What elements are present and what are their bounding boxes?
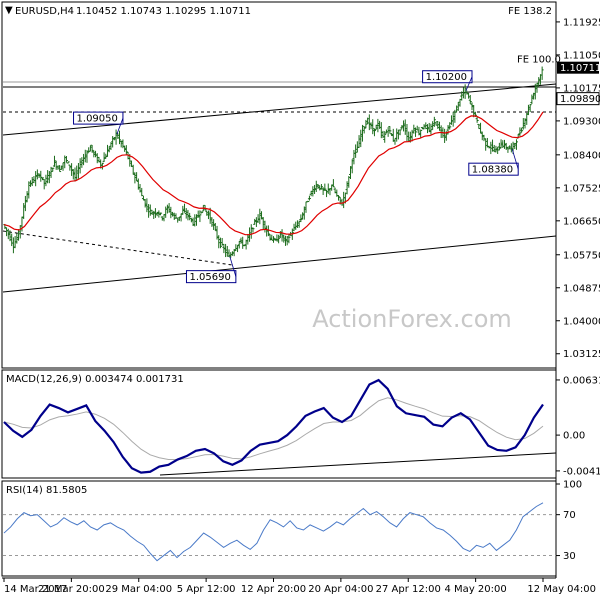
price-tick-label: 1.03125 [563,349,600,360]
price-tick-label: 1.04000 [563,316,600,327]
symbol-label: EURUSD,H4 [15,6,74,17]
price-tick-label: 1.06650 [563,216,600,227]
annotation-label: 1.08380 [472,165,513,176]
price-tick-label: 1.10175 [563,83,600,94]
fib-extension-label: FE 100.0 [517,54,561,65]
price-tick-label: 1.11050 [563,50,600,61]
price-axis: 1.11925 1.11050 1.10175 1.09300 1.08400 1.075… [556,17,600,360]
channel-lower-line [2,235,557,293]
level-price-badge [556,92,600,106]
current-price-badge-label: 1.10711 [560,63,600,74]
rsi-label: RSI(14) 81.5805 [6,485,87,496]
time-tick-label: 21 Mar 20:00 [38,584,105,595]
rsi-line [3,502,544,562]
price-annotations: 1.09050 1.05690 1.10200 1.08380 FE 100.0 [73,54,561,284]
price-series [3,66,544,258]
macd-tick-label: 0.00 [563,431,585,442]
watermark: ActionForex.com [312,305,512,333]
trend-dashed-line [2,230,233,266]
macd-series: 0.006319 0.00 -0.004102 [3,375,600,477]
rsi-tick-label: 30 [563,551,576,562]
time-tick-label: 12 Apr 20:00 [241,584,306,595]
time-tick-label: 4 May 20:00 [445,584,507,595]
price-pane-frame [1,1,557,369]
macd-line [3,378,544,474]
annotation-pointer [465,76,473,91]
symbol-dropdown-icon: ▼ [5,5,13,16]
annotation-label: 1.05690 [189,272,230,283]
macd-label: MACD(12,26,9) 0.003474 0.001731 [6,374,184,385]
price-tick-label: 1.09300 [563,116,600,127]
current-price-badge [557,61,599,74]
annotation-pointer [116,117,124,135]
rsi-tick-label: 70 [563,510,576,521]
fib-label-top: FE 138.2 [508,6,552,17]
price-tick-label: 1.08400 [563,150,600,161]
annotation-label: 1.10200 [426,72,467,83]
level-price-badge-label: 1.09890 [560,94,600,105]
time-tick-label: 5 Apr 12:00 [177,584,236,595]
price-tick-label: 1.05750 [563,250,600,261]
macd-pane-frame [1,369,557,479]
ohlc-values: 1.10452 1.10743 1.10295 1.10711 [76,6,251,17]
macd-tick-label: 0.006319 [563,375,600,386]
macd-trend-line [159,452,557,476]
rsi-tick-label: 100 [563,480,582,491]
macd-tick-label: -0.004102 [563,466,600,477]
price-tick-label: 1.11925 [563,17,600,28]
time-tick-label: 14 Mar 2017 [4,584,67,595]
price-tick-label: 1.04875 [563,283,600,294]
annotation-pointer [511,149,519,170]
moving-average-line [3,111,544,236]
time-tick-label: 20 Apr 04:00 [308,584,373,595]
annotation-label: 1.09050 [77,114,118,125]
time-tick-label: 12 May 04:00 [527,584,596,595]
annotation-pointer [229,256,237,277]
rsi-series: 100 70 30 [3,480,582,562]
price-tick-label: 1.07525 [563,183,600,194]
time-tick-label: 29 Mar 04:00 [105,584,172,595]
time-tick-label: 27 Apr 12:00 [376,584,441,595]
